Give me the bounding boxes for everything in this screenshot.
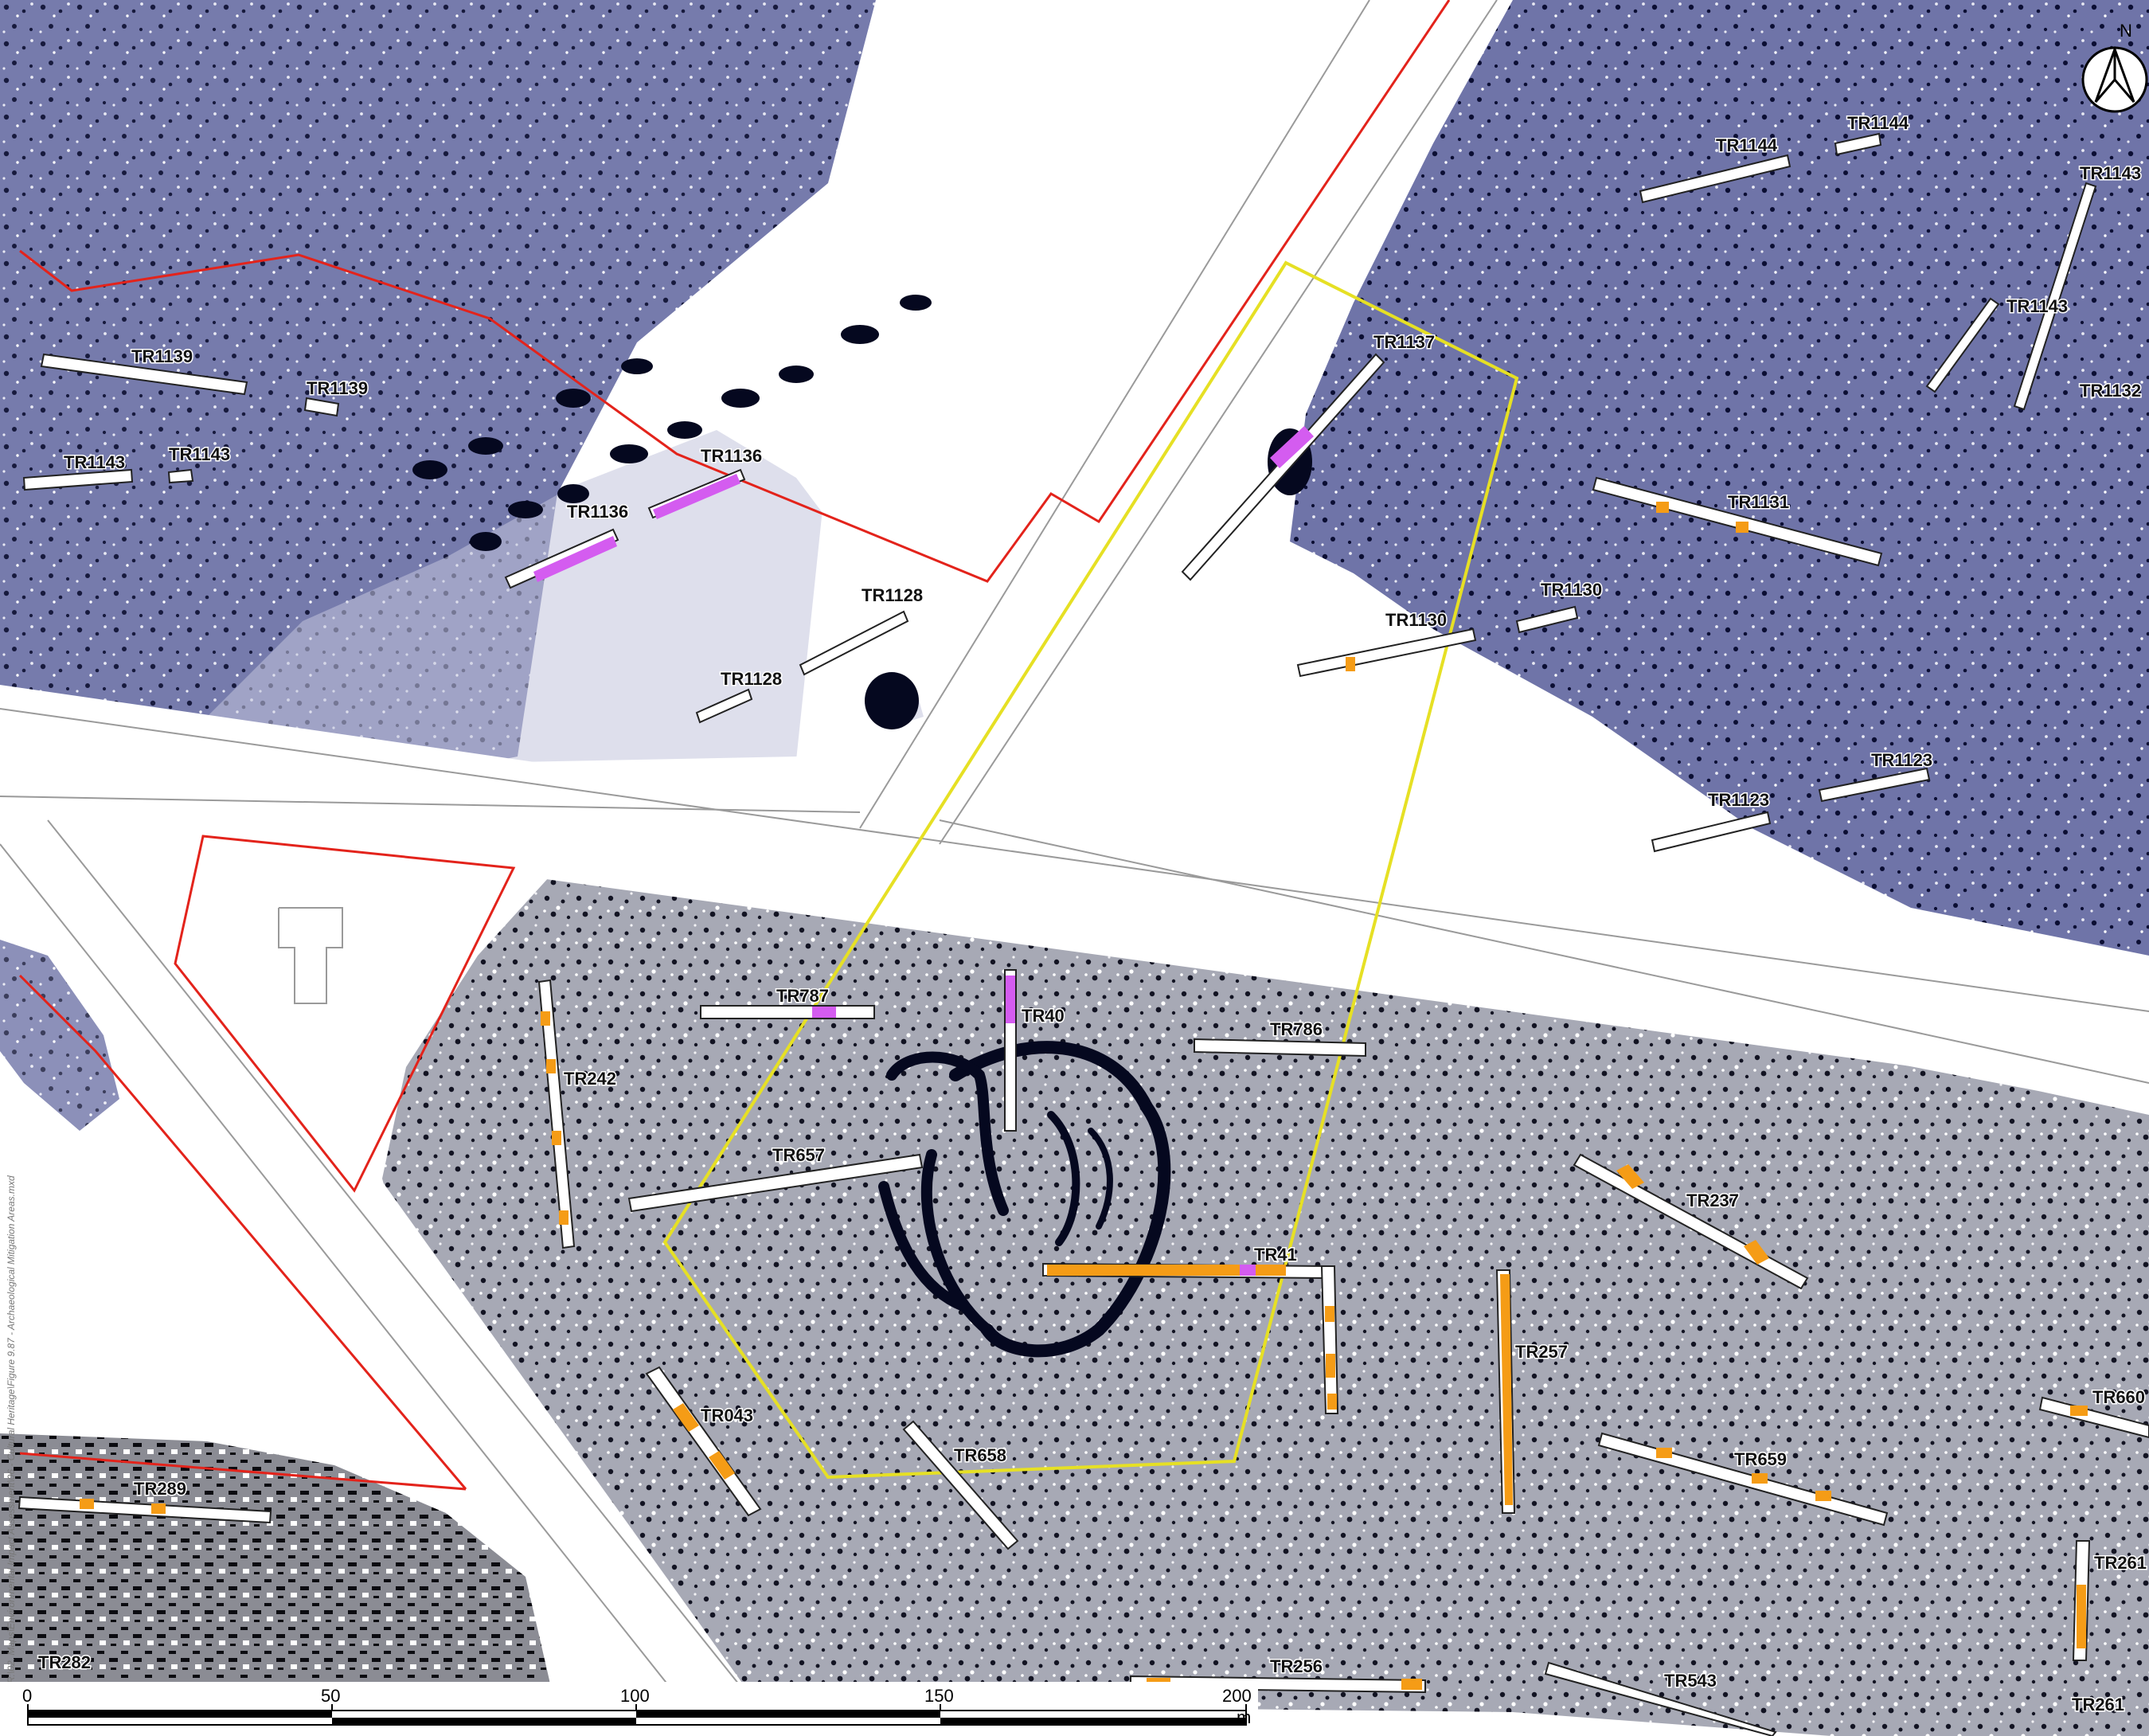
trench-TR1139-b xyxy=(303,397,340,417)
label-TR1136: TR1136 xyxy=(567,502,628,522)
label-TR1132: TR1132 xyxy=(2080,381,2141,401)
north-label: N xyxy=(2120,21,2132,41)
label-TR786: TR786 xyxy=(1270,1019,1323,1039)
trench-TR1130 xyxy=(1515,605,1579,634)
trench-TR658 xyxy=(902,1420,1019,1550)
label-TR257: TR257 xyxy=(1515,1342,1568,1362)
trench-TR1144 xyxy=(1639,154,1791,204)
label-TR043: TR043 xyxy=(701,1406,753,1425)
label-TR1143: TR1143 xyxy=(64,452,125,472)
label-TR1128: TR1128 xyxy=(862,585,923,605)
trench-TR660 xyxy=(2038,1396,2149,1439)
trench-TR1123 xyxy=(1651,811,1772,853)
label-TR1139-b: TR1139 xyxy=(307,378,368,398)
site-boundary xyxy=(18,0,1451,1491)
trench-TR1137 xyxy=(1181,353,1385,581)
label-TR1136-b: TR1136 xyxy=(701,446,762,466)
label-TR261-b: TR261 xyxy=(2072,1695,2124,1714)
label-TR1131: TR1131 xyxy=(1728,492,1789,512)
label-TR256: TR256 xyxy=(1270,1656,1323,1676)
trench-TR657 xyxy=(627,1153,924,1213)
label-TR1130-b: TR1130 xyxy=(1385,610,1447,630)
trench-TR1128 xyxy=(799,610,909,676)
label-TR282: TR282 xyxy=(38,1652,91,1672)
trench-TR1128-b xyxy=(695,688,753,724)
label-TR1128-b: TR1128 xyxy=(721,669,782,689)
survey-bottom-main xyxy=(382,868,2149,1736)
trench-TR1143-b xyxy=(167,468,194,484)
scale-tick-0: 0 xyxy=(22,1686,32,1706)
trench-TR786 xyxy=(1194,1038,1366,1058)
trench-TR1139 xyxy=(40,353,248,396)
trench-finds xyxy=(80,426,2088,1690)
label-TR289: TR289 xyxy=(134,1479,186,1499)
label-TR1143-d: TR1143 xyxy=(2006,296,2068,316)
enclosure-anomaly xyxy=(878,1041,1171,1358)
scale-tick-50: 50 xyxy=(321,1686,340,1706)
mitigation-area xyxy=(662,260,1519,1480)
scale-tick-150: 150 xyxy=(924,1686,954,1706)
label-TR1123: TR1123 xyxy=(1708,790,1769,810)
label-TR237: TR237 xyxy=(1686,1191,1739,1210)
trench-TR787 xyxy=(700,1005,875,1019)
label-TR1144: TR1144 xyxy=(1716,135,1778,155)
label-TR1143-c: TR1143 xyxy=(2080,163,2141,183)
label-TR660: TR660 xyxy=(2092,1387,2145,1407)
filename-text: Filename: R:\02. Maps\Environmental Impa… xyxy=(6,1175,17,1728)
trench-TR1143-d xyxy=(1925,297,2000,393)
label-TR1130: TR1130 xyxy=(1541,580,1602,600)
trench-TR242 xyxy=(537,979,576,1249)
label-TR658: TR658 xyxy=(954,1445,1006,1465)
scale-unit: m xyxy=(1237,1707,1251,1727)
trench-TR1123-b xyxy=(1818,767,1931,803)
label-TR40: TR40 xyxy=(1022,1006,1065,1026)
label-TR543: TR543 xyxy=(1664,1671,1717,1691)
survey-top-left xyxy=(0,0,924,764)
label-TR41: TR41 xyxy=(1254,1245,1297,1265)
label-TR1143-b: TR1143 xyxy=(169,444,230,464)
label-TR787: TR787 xyxy=(776,986,829,1006)
trench-TR1144-b xyxy=(1834,132,1882,156)
trench-TR543 xyxy=(1544,1661,1777,1736)
label-TR261: TR261 xyxy=(2094,1553,2147,1573)
label-TR1139: TR1139 xyxy=(131,346,193,366)
label-TR659: TR659 xyxy=(1734,1449,1787,1469)
trench-TR043 xyxy=(645,1366,762,1517)
trench-TR1130-b xyxy=(1296,628,1477,678)
label-TR242: TR242 xyxy=(564,1069,616,1089)
label-TR657: TR657 xyxy=(772,1145,825,1165)
filename-block: Filename: R:\02. Maps\Environmental Impa… xyxy=(6,1175,17,1728)
label-TR1123-b: TR1123 xyxy=(1871,750,1932,770)
north-arrow: N xyxy=(2081,21,2148,113)
survey-left-fragment xyxy=(0,940,119,1131)
survey-top-right xyxy=(1290,0,2149,956)
trench-TR1143 xyxy=(22,468,134,491)
scale-tick-100: 100 xyxy=(620,1686,650,1706)
scale-bar: 0 50 100 150 200 m xyxy=(0,1682,1258,1736)
linear-anomaly-top xyxy=(412,295,1312,729)
trench-labels: TR1139 TR1139 TR1143 TR1143 TR1136 TR113… xyxy=(37,112,2148,1716)
scale-tick-200: 200 xyxy=(1222,1686,1252,1706)
label-TR1144-b: TR1144 xyxy=(1847,113,1909,133)
trench-TR1136 xyxy=(504,528,619,589)
label-TR1137: TR1137 xyxy=(1373,332,1435,352)
trench-TR1143-c xyxy=(2013,182,2097,411)
